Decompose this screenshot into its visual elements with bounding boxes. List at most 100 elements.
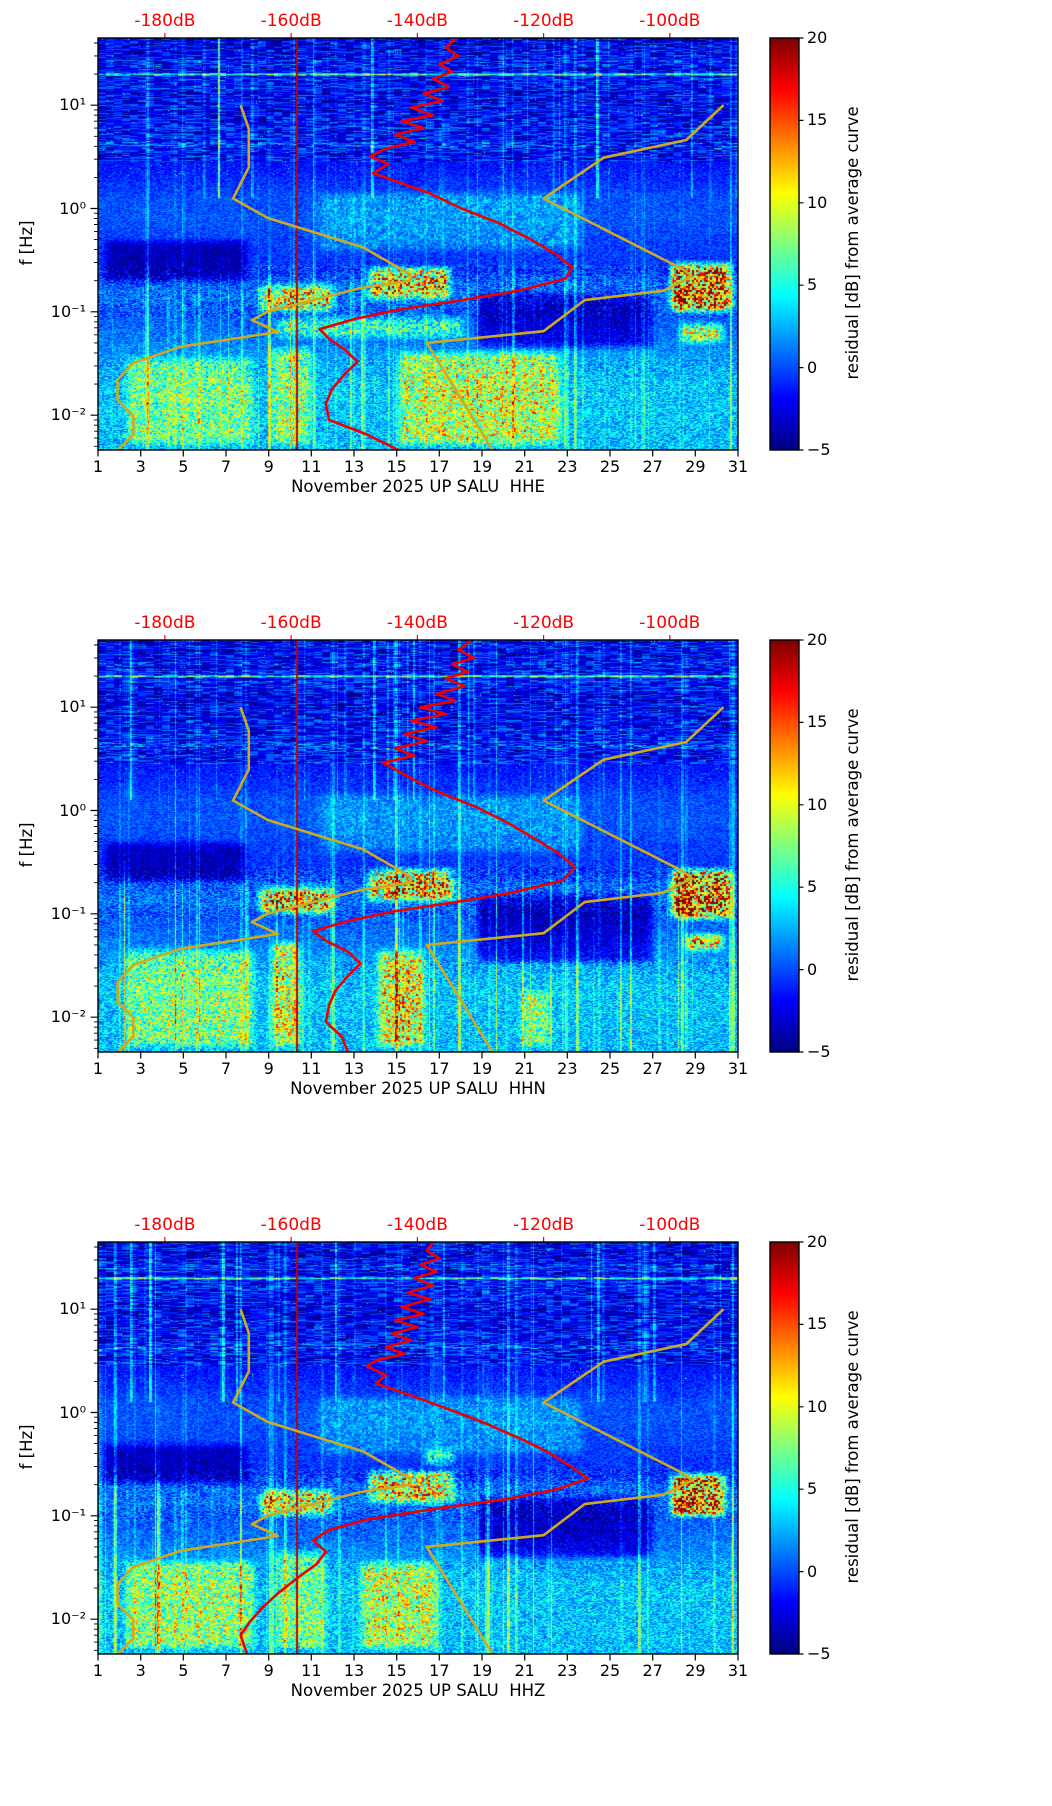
x-tick-label: 27 [642, 1059, 663, 1078]
x-tick-label: 23 [557, 457, 578, 476]
x-tick-label: 31 [727, 1661, 749, 1680]
x-tick-label: 15 [386, 1661, 407, 1680]
y-tick-label: 10⁰ [59, 800, 86, 820]
x-ticks [97, 1052, 739, 1059]
x-tick-label: 7 [220, 1661, 232, 1680]
x-tick-label: 21 [514, 1059, 535, 1078]
x-tick-label: 9 [263, 457, 274, 476]
top-axis-tick-label: -140dB [386, 1215, 448, 1235]
colorbar-tick-label: 0 [807, 1561, 818, 1581]
x-ticks [97, 450, 739, 457]
top-axis-tick-label: -180dB [134, 1215, 196, 1235]
x-tick-label: 5 [178, 1059, 189, 1078]
x-tick-label: 7 [220, 1059, 232, 1078]
x-tick-label: 17 [429, 457, 450, 476]
colorbar-ticks [799, 37, 804, 451]
panel-hhe: -180dB -160dB -140dB -120dB -100dB 1 3 5 7 9 11 13 1… [0, 0, 1052, 602]
y-tick-label: 10⁻¹ [50, 301, 86, 321]
colorbar-tick-label: 0 [807, 357, 818, 377]
top-axis-tick-label: -180dB [134, 613, 196, 633]
x-tick-label: 3 [135, 1059, 146, 1078]
y-tick-label: 10⁻² [50, 1007, 86, 1027]
x-tick-label: 1 [92, 457, 104, 476]
y-tick-label: 10¹ [59, 95, 86, 115]
x-tick-label: 13 [343, 1661, 365, 1680]
colorbar-title: residual [dB] from average curve [843, 1310, 863, 1584]
colorbar-tick-label: 15 [807, 712, 828, 732]
x-tick-label: 15 [386, 1059, 407, 1078]
x-tick-label: 21 [514, 457, 535, 476]
x-tick-label: 27 [642, 1661, 663, 1680]
top-axis-tick-label: -140dB [386, 11, 448, 31]
x-tick-label: 25 [599, 1059, 621, 1078]
top-axis-tick-label: -160dB [260, 613, 322, 633]
x-tick-label: 19 [471, 1661, 493, 1680]
x-tick-label: 21 [514, 1661, 535, 1680]
colorbar-tick-label: −5 [807, 1042, 831, 1061]
colorbar-tick-label: 15 [807, 1314, 828, 1334]
colorbar-tick-label: −5 [807, 1644, 831, 1663]
x-tick-label: 23 [557, 1661, 578, 1680]
y-axis-title: f [Hz] [17, 822, 37, 868]
x-tick-label: 17 [429, 1059, 450, 1078]
top-axis-tick-label: -180dB [134, 11, 196, 31]
x-tick-label: 25 [599, 457, 621, 476]
x-tick-label: 25 [599, 1661, 621, 1680]
x-axis-title: November 2025 UP SALU HHE [291, 477, 545, 496]
colorbar-tick-label: 20 [807, 630, 828, 649]
spectrogram-canvas-hhe [98, 38, 738, 450]
colorbar-tick-label: 15 [807, 110, 828, 130]
y-axis-title: f [Hz] [17, 1424, 37, 1470]
x-tick-label: 3 [135, 457, 146, 476]
y-tick-label: 10⁻¹ [50, 903, 86, 923]
x-tick-label: 31 [727, 1059, 749, 1078]
colorbar-gradient [770, 38, 799, 450]
x-tick-label: 1 [92, 1059, 104, 1078]
panel-hhz: -180dB -160dB -140dB -120dB -100dB 1 3 5 7 9 11 13 1… [0, 1204, 1052, 1806]
colorbar-tick-label: −5 [807, 440, 831, 459]
top-axis-tick-label: -120dB [513, 11, 575, 31]
x-tick-label: 15 [386, 457, 407, 476]
y-tick-label: 10¹ [59, 1299, 86, 1319]
x-tick-label: 11 [301, 457, 322, 476]
spectrogram-canvas-hhn [98, 640, 738, 1052]
x-tick-label: 13 [343, 457, 365, 476]
panel-hhn: -180dB -160dB -140dB -120dB -100dB 1 3 5 7 9 11 13 1… [0, 602, 1052, 1204]
x-tick-label: 29 [685, 1661, 706, 1680]
colorbar-tick-label: 5 [807, 877, 818, 897]
top-axis-tick-label: -140dB [386, 613, 448, 633]
colorbar-ticks [799, 639, 804, 1053]
colorbar-gradient [770, 1242, 799, 1654]
x-axis-title: November 2025 UP SALU HHN [290, 1079, 546, 1098]
top-axis-tick-label: -100dB [639, 1215, 701, 1235]
y-tick-label: 10⁻¹ [50, 1505, 86, 1525]
colorbar-gradient [770, 640, 799, 1052]
y-tick-label: 10⁻² [50, 1609, 86, 1629]
colorbar-tick-label: 20 [807, 28, 828, 47]
spectrogram-canvas-hhz [98, 1242, 738, 1654]
x-tick-label: 23 [557, 1059, 578, 1078]
colorbar-tick-label: 0 [807, 959, 818, 979]
y-axis-title: f [Hz] [17, 220, 37, 266]
top-axis-tick-label: -120dB [513, 613, 575, 633]
x-tick-label: 31 [727, 457, 749, 476]
x-ticks [97, 1654, 739, 1661]
colorbar-title: residual [dB] from average curve [843, 106, 863, 380]
x-tick-label: 1 [92, 1661, 104, 1680]
x-tick-label: 11 [301, 1059, 322, 1078]
x-tick-label: 19 [471, 457, 493, 476]
x-tick-label: 29 [685, 457, 706, 476]
colorbar-tick-label: 10 [807, 1396, 828, 1416]
top-axis-tick-label: -160dB [260, 11, 322, 31]
x-tick-label: 5 [178, 457, 189, 476]
top-axis-tick-label: -100dB [639, 11, 701, 31]
x-tick-label: 3 [135, 1661, 146, 1680]
y-tick-label: 10⁻² [50, 405, 86, 425]
colorbar-title: residual [dB] from average curve [843, 708, 863, 982]
colorbar-tick-label: 10 [807, 794, 828, 814]
x-axis-title: November 2025 UP SALU HHZ [290, 1681, 546, 1700]
x-tick-label: 7 [220, 457, 232, 476]
y-major-ticks [90, 104, 98, 416]
x-tick-label: 9 [263, 1661, 274, 1680]
